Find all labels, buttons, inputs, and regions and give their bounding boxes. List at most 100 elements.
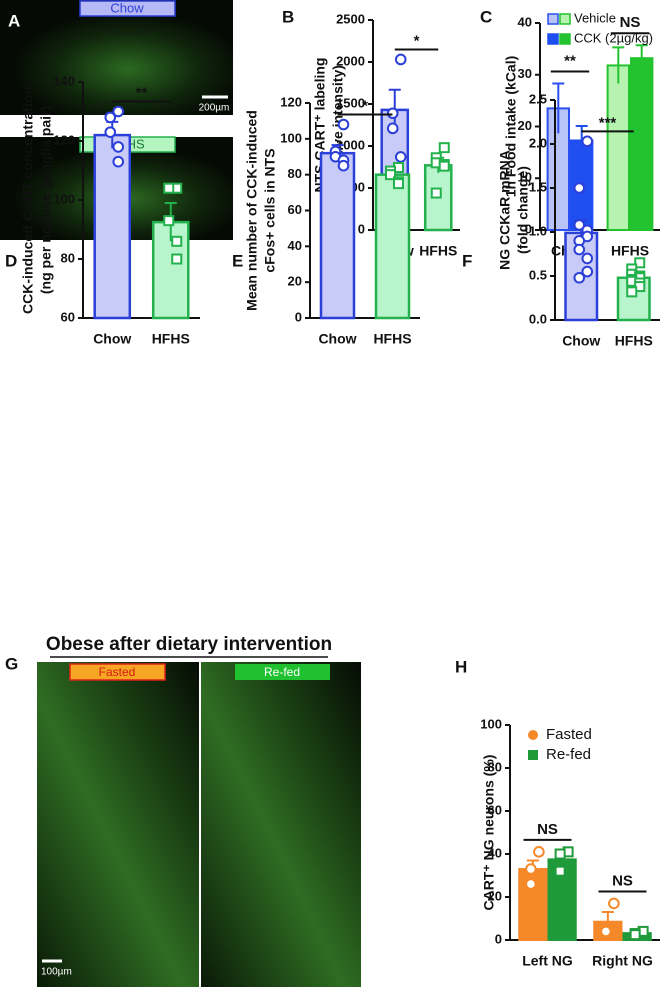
significance-label: ** xyxy=(136,84,148,101)
data-point xyxy=(171,235,183,247)
significance-label: NS xyxy=(620,14,641,31)
bar xyxy=(374,173,411,320)
legend-swatch xyxy=(559,13,571,25)
panel-letter: D xyxy=(5,251,17,270)
y-tick-label: 30 xyxy=(518,66,532,81)
legend-swatch xyxy=(547,13,559,25)
panel-letter: H xyxy=(455,657,467,676)
y-tick-label: 140 xyxy=(53,73,75,88)
error-bar xyxy=(635,44,648,72)
tag-box xyxy=(235,664,330,680)
y-tick-label: 60 xyxy=(61,309,75,324)
scale-label: 200µm xyxy=(199,103,230,114)
y-axis-label: cFos+ cells in NTS xyxy=(262,148,278,272)
y-axis-label: NG CCKaR mRNA xyxy=(497,150,513,270)
error-bar xyxy=(612,46,625,84)
panel-letter: E xyxy=(232,251,243,270)
data-point xyxy=(608,897,620,910)
panel-letter: C xyxy=(480,7,492,26)
data-point xyxy=(581,252,594,265)
x-tick-label: Left NG xyxy=(522,953,573,969)
data-point xyxy=(626,286,638,298)
y-tick-label: 1.0 xyxy=(529,223,547,238)
bar xyxy=(93,133,132,320)
x-tick-label: HFHS xyxy=(611,243,649,259)
data-point xyxy=(573,219,586,231)
micrograph xyxy=(37,662,199,987)
significance-label: ** xyxy=(564,53,576,70)
data-point xyxy=(171,253,183,265)
data-point xyxy=(163,215,175,227)
bar xyxy=(423,164,453,232)
y-tick-label: 100 xyxy=(53,191,75,206)
significance-label: NS xyxy=(612,872,633,889)
panel-letter: B xyxy=(282,7,294,26)
y-axis-label: CART⁺ NG neurons (%) xyxy=(481,755,497,911)
data-point xyxy=(554,865,566,877)
data-point xyxy=(554,848,566,860)
panel-letter: A xyxy=(8,11,20,30)
y-tick-label: 20 xyxy=(488,888,502,903)
y-tick-label: 0.5 xyxy=(529,267,547,282)
data-point xyxy=(386,107,399,120)
y-tick-label: 0.0 xyxy=(529,311,547,326)
y-tick-label: 0 xyxy=(495,931,502,946)
y-axis-label: Mean number of CCK-induced xyxy=(244,110,260,311)
data-point xyxy=(393,178,404,190)
legend-label: Re-fed xyxy=(546,746,591,763)
y-tick-label: 100 xyxy=(280,130,302,145)
data-point xyxy=(438,142,450,154)
x-tick-label: Chow xyxy=(318,331,356,347)
data-point xyxy=(581,135,594,148)
legend-swatch xyxy=(528,730,538,740)
legend-swatch xyxy=(547,33,559,45)
y-tick-label: 40 xyxy=(488,845,502,860)
image-tag: Fasted xyxy=(99,665,136,679)
panel-letter: G xyxy=(5,654,18,673)
significance-label: NS xyxy=(537,821,558,838)
bar xyxy=(547,858,577,941)
data-point xyxy=(573,243,586,256)
bar xyxy=(606,64,630,231)
data-point xyxy=(163,182,175,194)
data-point xyxy=(600,925,612,938)
data-point xyxy=(385,169,396,181)
data-point xyxy=(573,182,586,194)
image-tag: Chow xyxy=(110,0,144,15)
data-point xyxy=(525,878,537,890)
bar xyxy=(319,151,356,320)
x-tick-label: HFHS xyxy=(373,331,411,347)
data-point xyxy=(112,155,125,168)
data-point xyxy=(438,160,450,172)
data-point xyxy=(386,122,399,135)
y-tick-label: 0 xyxy=(525,221,532,236)
data-point xyxy=(581,265,594,278)
y-axis-label: 1h Food intake (kCal) xyxy=(503,56,519,198)
y-tick-label: 80 xyxy=(488,759,502,774)
y-tick-label: 2.5 xyxy=(529,91,547,106)
micrograph xyxy=(0,0,233,115)
y-tick-label: 120 xyxy=(53,132,75,147)
y-tick-label: 40 xyxy=(288,238,302,253)
data-point xyxy=(337,159,350,172)
y-tick-label: 2000 xyxy=(336,53,365,68)
legend-label: Vehicle xyxy=(574,10,616,25)
y-tick-label: 1.5 xyxy=(529,179,547,194)
micrograph xyxy=(201,662,361,987)
image-title: Obese after dietary intervention xyxy=(46,634,332,655)
x-tick-label: HFHS xyxy=(152,331,190,347)
y-tick-label: 2.0 xyxy=(529,135,547,150)
scale-label: 100µm xyxy=(41,967,72,978)
data-point xyxy=(430,187,442,199)
legend-swatch xyxy=(559,33,571,45)
data-point xyxy=(573,271,586,284)
data-point xyxy=(112,141,125,153)
significance-label: * xyxy=(362,97,368,114)
data-point xyxy=(112,105,125,118)
y-tick-label: 120 xyxy=(280,94,302,109)
y-tick-label: 80 xyxy=(61,250,75,265)
legend-swatch xyxy=(528,750,538,760)
y-tick-label: 60 xyxy=(488,802,502,817)
y-axis-label: CCK-induced CART concentration xyxy=(20,86,36,314)
y-tick-label: 10 xyxy=(518,170,532,185)
